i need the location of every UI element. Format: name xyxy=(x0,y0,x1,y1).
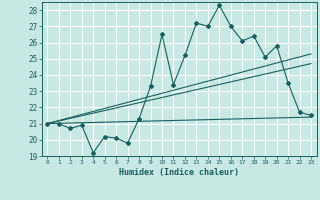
X-axis label: Humidex (Indice chaleur): Humidex (Indice chaleur) xyxy=(119,168,239,177)
